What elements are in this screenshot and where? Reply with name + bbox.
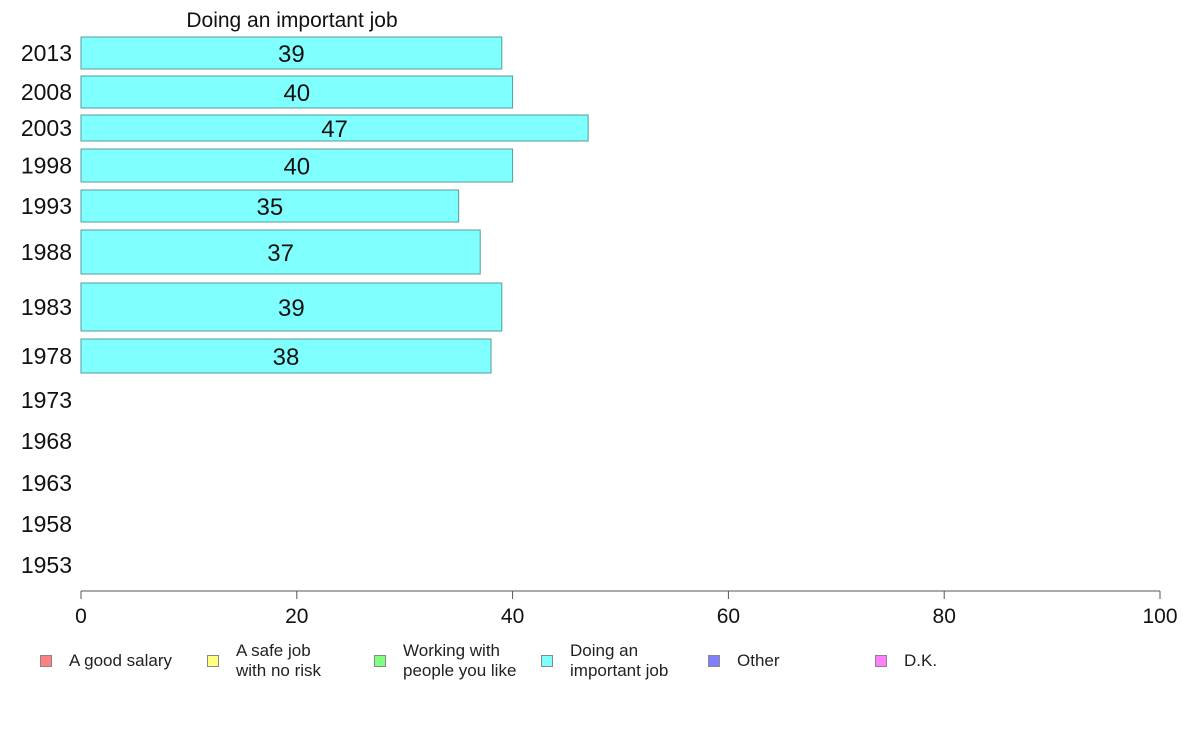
legend-label: A good salary (69, 651, 173, 670)
legend-item: D.K. (875, 641, 937, 681)
legend-label: Working with people you like (403, 641, 517, 680)
x-tick-label: 100 (1142, 605, 1177, 628)
bar-data-label: 35 (256, 194, 283, 221)
legend-label: Other (737, 651, 780, 670)
bar (80, 75, 514, 109)
x-tick-label: 40 (501, 605, 524, 628)
bar (80, 282, 503, 332)
legend-item: Working with people you like (374, 641, 516, 681)
bar-data-label: 39 (278, 295, 305, 322)
x-tick-label: 60 (717, 605, 740, 628)
year-label: 1993 (21, 193, 72, 219)
legend-swatch (708, 655, 720, 667)
legend-swatch (40, 655, 52, 667)
year-label: 2003 (21, 115, 72, 141)
chart-title: Doing an important job (186, 9, 397, 32)
bar-chart: Doing an important job 3940474035373938 … (21, 9, 1178, 628)
year-label: 2013 (21, 40, 72, 66)
bar-data-label: 37 (267, 240, 294, 267)
year-label: 1953 (21, 552, 72, 578)
x-axis: 0 20 40 60 80 100 (75, 590, 1178, 628)
bar (80, 36, 503, 70)
year-label: 1973 (21, 387, 72, 413)
legend-label: D.K. (904, 651, 938, 670)
legend-swatch (207, 655, 219, 667)
year-label: 1978 (21, 343, 72, 369)
year-label: 1983 (21, 294, 72, 320)
bar-data-label: 40 (283, 154, 310, 181)
bar-data-label: 38 (273, 344, 300, 371)
bar (80, 148, 514, 183)
x-tick-label: 20 (285, 605, 308, 628)
bar-data-label: 39 (278, 41, 305, 68)
bar (80, 114, 589, 142)
legend-item: Doing an important job (541, 641, 668, 681)
legend-item: A safe job with no risk (207, 641, 321, 681)
bar (80, 189, 460, 223)
legend: A good salary A safe job with no risk Work… (0, 641, 1188, 691)
legend-swatch (374, 655, 386, 667)
legend-item: Other (708, 641, 780, 681)
x-tick-label: 0 (75, 605, 87, 628)
year-label: 1968 (21, 428, 72, 454)
legend-item: A good salary (40, 641, 172, 681)
legend-label: Doing an important job (570, 641, 669, 680)
legend-swatch (875, 655, 887, 667)
year-labels-group: 2013 2008 2003 1998 1993 1988 1983 1978 1973 1968… (21, 40, 72, 578)
year-label: 2008 (21, 79, 72, 105)
year-label: 1958 (21, 511, 72, 537)
bar-data-label: 47 (321, 116, 348, 143)
x-tick-label: 80 (933, 605, 956, 628)
bar (80, 338, 492, 374)
legend-swatch (541, 655, 553, 667)
bar-data-label: 40 (283, 80, 310, 107)
year-label: 1963 (21, 470, 72, 496)
legend-label: A safe job with no risk (236, 641, 322, 680)
year-label: 1988 (21, 239, 72, 265)
year-label: 1998 (21, 153, 72, 179)
bar (80, 229, 481, 275)
